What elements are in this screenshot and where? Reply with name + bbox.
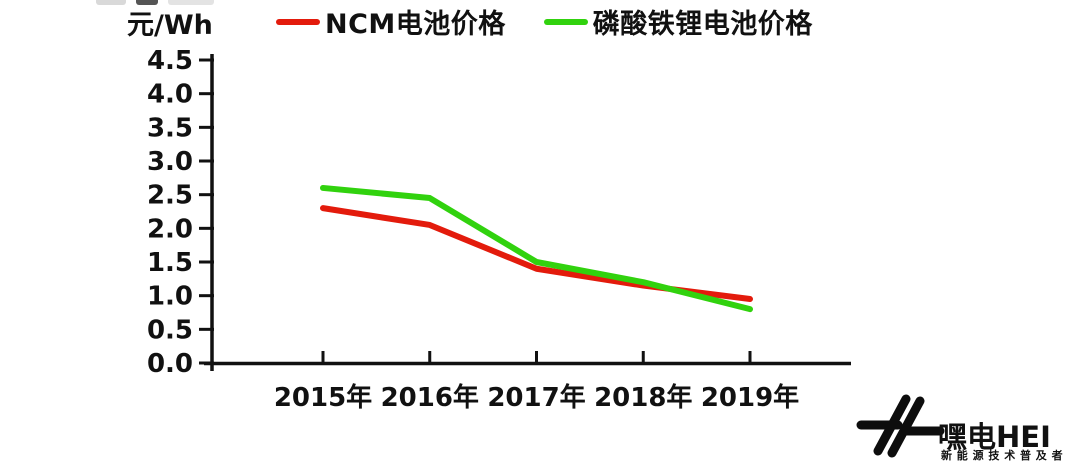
heidian-logo-icon: [856, 394, 945, 458]
ncm-legend-line-icon: [276, 18, 320, 25]
y-tick-label: 1.0: [147, 282, 193, 312]
y-tick-label: 4.0: [147, 80, 193, 110]
cropped-text-remnant: [168, 0, 214, 5]
x-tick-label: 2017年: [487, 382, 585, 413]
y-tick-label: 2.0: [147, 214, 193, 244]
x-tick-label: 2018年: [594, 382, 692, 413]
y-tick-label: 4.5: [147, 46, 193, 76]
cropped-text-remnant: [136, 0, 158, 5]
lfp-legend-line-icon: [543, 18, 588, 25]
x-tick-label: 2015年: [274, 382, 372, 413]
y-tick-label: 0.0: [147, 349, 193, 379]
ncm-price-line: [320, 205, 753, 303]
legend-label-lfp: 磷酸铁锂电池价格: [592, 9, 813, 40]
y-tick-label: 1.5: [147, 248, 193, 278]
y-tick-label: 0.5: [147, 315, 193, 345]
x-tick-label: 2016年: [381, 382, 479, 413]
x-tick-label: 2019年: [701, 382, 799, 413]
y-tick-label: 3.0: [147, 147, 193, 177]
legend-item-ncm: NCM电池价格: [276, 2, 506, 41]
logo-tagline-text: 新能源技术普及者: [941, 449, 1068, 462]
logo-brand-text: 嘿电HEI: [938, 420, 1051, 454]
lfp-price-line: [320, 184, 753, 313]
chart-legend: NCM电池价格 磷酸铁锂电池价格: [276, 2, 813, 41]
y-tick-label: 3.5: [147, 113, 193, 143]
legend-label-ncm: NCM电池价格: [325, 9, 506, 40]
y-axis-unit-label: 元/Wh: [127, 10, 213, 41]
y-tick-label: 2.5: [147, 181, 193, 211]
legend-item-lfp: 磷酸铁锂电池价格: [543, 2, 813, 41]
cropped-text-remnant: [96, 0, 126, 5]
